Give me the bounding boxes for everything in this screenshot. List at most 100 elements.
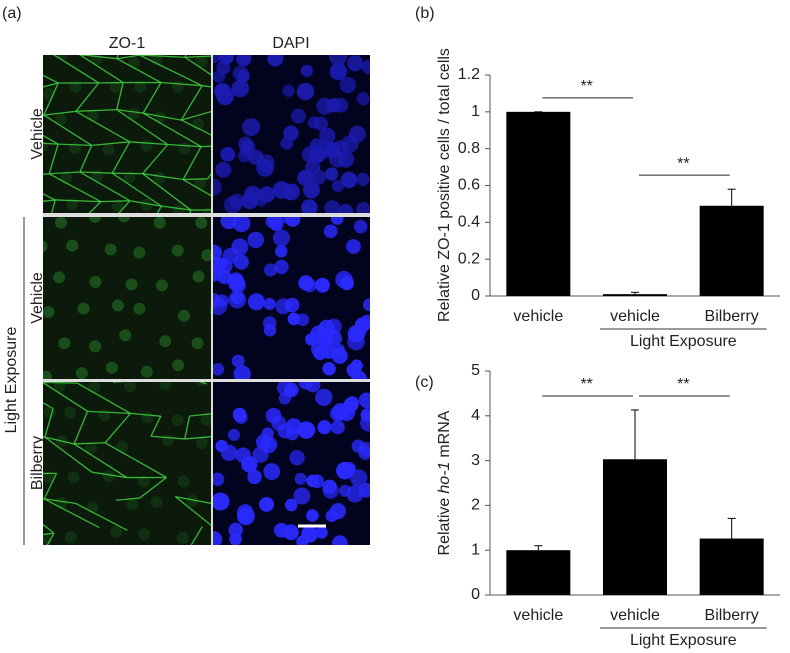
nucleus-faint <box>77 302 90 315</box>
nucleus <box>238 136 253 152</box>
nucleus-faint <box>195 55 208 68</box>
row-label: Vehicle <box>29 272 46 324</box>
nucleus-faint <box>200 414 211 427</box>
nucleus <box>362 298 370 312</box>
junction <box>129 200 162 207</box>
nucleus-faint <box>20 175 32 187</box>
junction <box>75 109 117 112</box>
nucleus-faint <box>75 367 88 379</box>
nucleus <box>213 472 225 486</box>
bar <box>603 459 667 595</box>
nucleus-faint <box>102 143 115 156</box>
junction <box>43 382 88 412</box>
nucleus <box>274 259 289 275</box>
nucleus <box>231 238 249 256</box>
nucleus <box>255 434 272 450</box>
junction <box>79 145 93 173</box>
junction <box>142 82 162 114</box>
junction <box>139 55 185 58</box>
nucleus-faint <box>177 475 190 488</box>
nucleus-faint <box>245 20 257 32</box>
nucleus-faint <box>18 55 30 67</box>
nucleus <box>263 463 281 480</box>
junction <box>44 498 76 504</box>
junction <box>79 55 124 84</box>
nucleus <box>351 439 365 453</box>
bar <box>699 205 764 296</box>
junction <box>75 110 130 143</box>
x-tick-label: Bilberry <box>705 308 759 325</box>
nucleus <box>337 150 355 168</box>
nucleus-faint <box>54 113 67 126</box>
nucleus-faint <box>30 351 42 363</box>
nucleus <box>263 323 277 337</box>
junction <box>87 410 131 415</box>
nucleus-faint <box>127 56 140 69</box>
nucleus <box>277 423 293 439</box>
nucleus <box>213 55 221 64</box>
nucleus-faint <box>192 270 205 283</box>
nucleus <box>324 167 339 181</box>
y-axis-label: Relative ZO-1 positive cells / total cel… <box>436 48 453 322</box>
nucleus <box>330 217 344 225</box>
nucleus <box>232 407 247 422</box>
nucleus-faint <box>138 528 151 541</box>
nucleus <box>296 82 315 101</box>
nucleus <box>238 149 251 163</box>
junction <box>116 55 140 60</box>
nucleus-faint <box>105 361 118 374</box>
junction <box>43 402 54 410</box>
nucleus-faint <box>150 555 162 567</box>
nucleus-faint <box>88 217 101 223</box>
junction <box>43 382 78 384</box>
nucleus-faint <box>172 359 185 372</box>
junction <box>104 412 131 444</box>
junction <box>9 142 25 177</box>
nucleus-faint <box>195 217 208 229</box>
y-tick-label: 0 <box>471 586 480 603</box>
nucleus-faint <box>53 382 66 393</box>
micrograph <box>213 217 370 379</box>
nucleus <box>306 474 319 488</box>
x-tick-label: vehicle <box>513 607 563 624</box>
junction <box>44 436 75 445</box>
nucleus-faint <box>43 534 52 545</box>
junction <box>43 498 45 500</box>
y-tick-label: 0 <box>471 287 480 304</box>
nucleus <box>315 388 333 407</box>
nucleus-faint <box>85 441 98 454</box>
junction <box>183 178 208 181</box>
nucleus-faint <box>111 199 124 212</box>
nucleus <box>213 363 225 376</box>
nucleus <box>233 254 249 270</box>
junction <box>178 566 215 567</box>
nucleus <box>216 60 231 75</box>
nucleus <box>353 219 368 234</box>
nucleus-faint <box>66 239 79 252</box>
nucleus-faint <box>127 107 140 120</box>
nucleus-faint <box>102 470 115 483</box>
nucleus <box>317 420 332 435</box>
junction <box>184 56 211 76</box>
nucleus <box>232 65 249 82</box>
nucleus-faint <box>14 110 26 122</box>
nucleus <box>319 127 336 144</box>
nucleus <box>236 504 254 521</box>
junction <box>49 171 80 175</box>
nucleus <box>229 532 242 545</box>
junction <box>55 199 101 203</box>
nucleus <box>316 97 334 115</box>
panel-label: (b) <box>415 5 435 22</box>
nucleus <box>220 217 238 230</box>
junction <box>43 134 59 145</box>
nucleus-faint <box>98 409 111 422</box>
y-tick-label: 1 <box>471 541 480 558</box>
nucleus-faint <box>104 243 117 256</box>
nucleus-faint <box>159 382 172 391</box>
junction <box>97 25 125 28</box>
junction <box>160 81 203 87</box>
nucleus <box>307 116 321 129</box>
junction <box>201 145 211 148</box>
nucleus-faint <box>186 494 199 507</box>
